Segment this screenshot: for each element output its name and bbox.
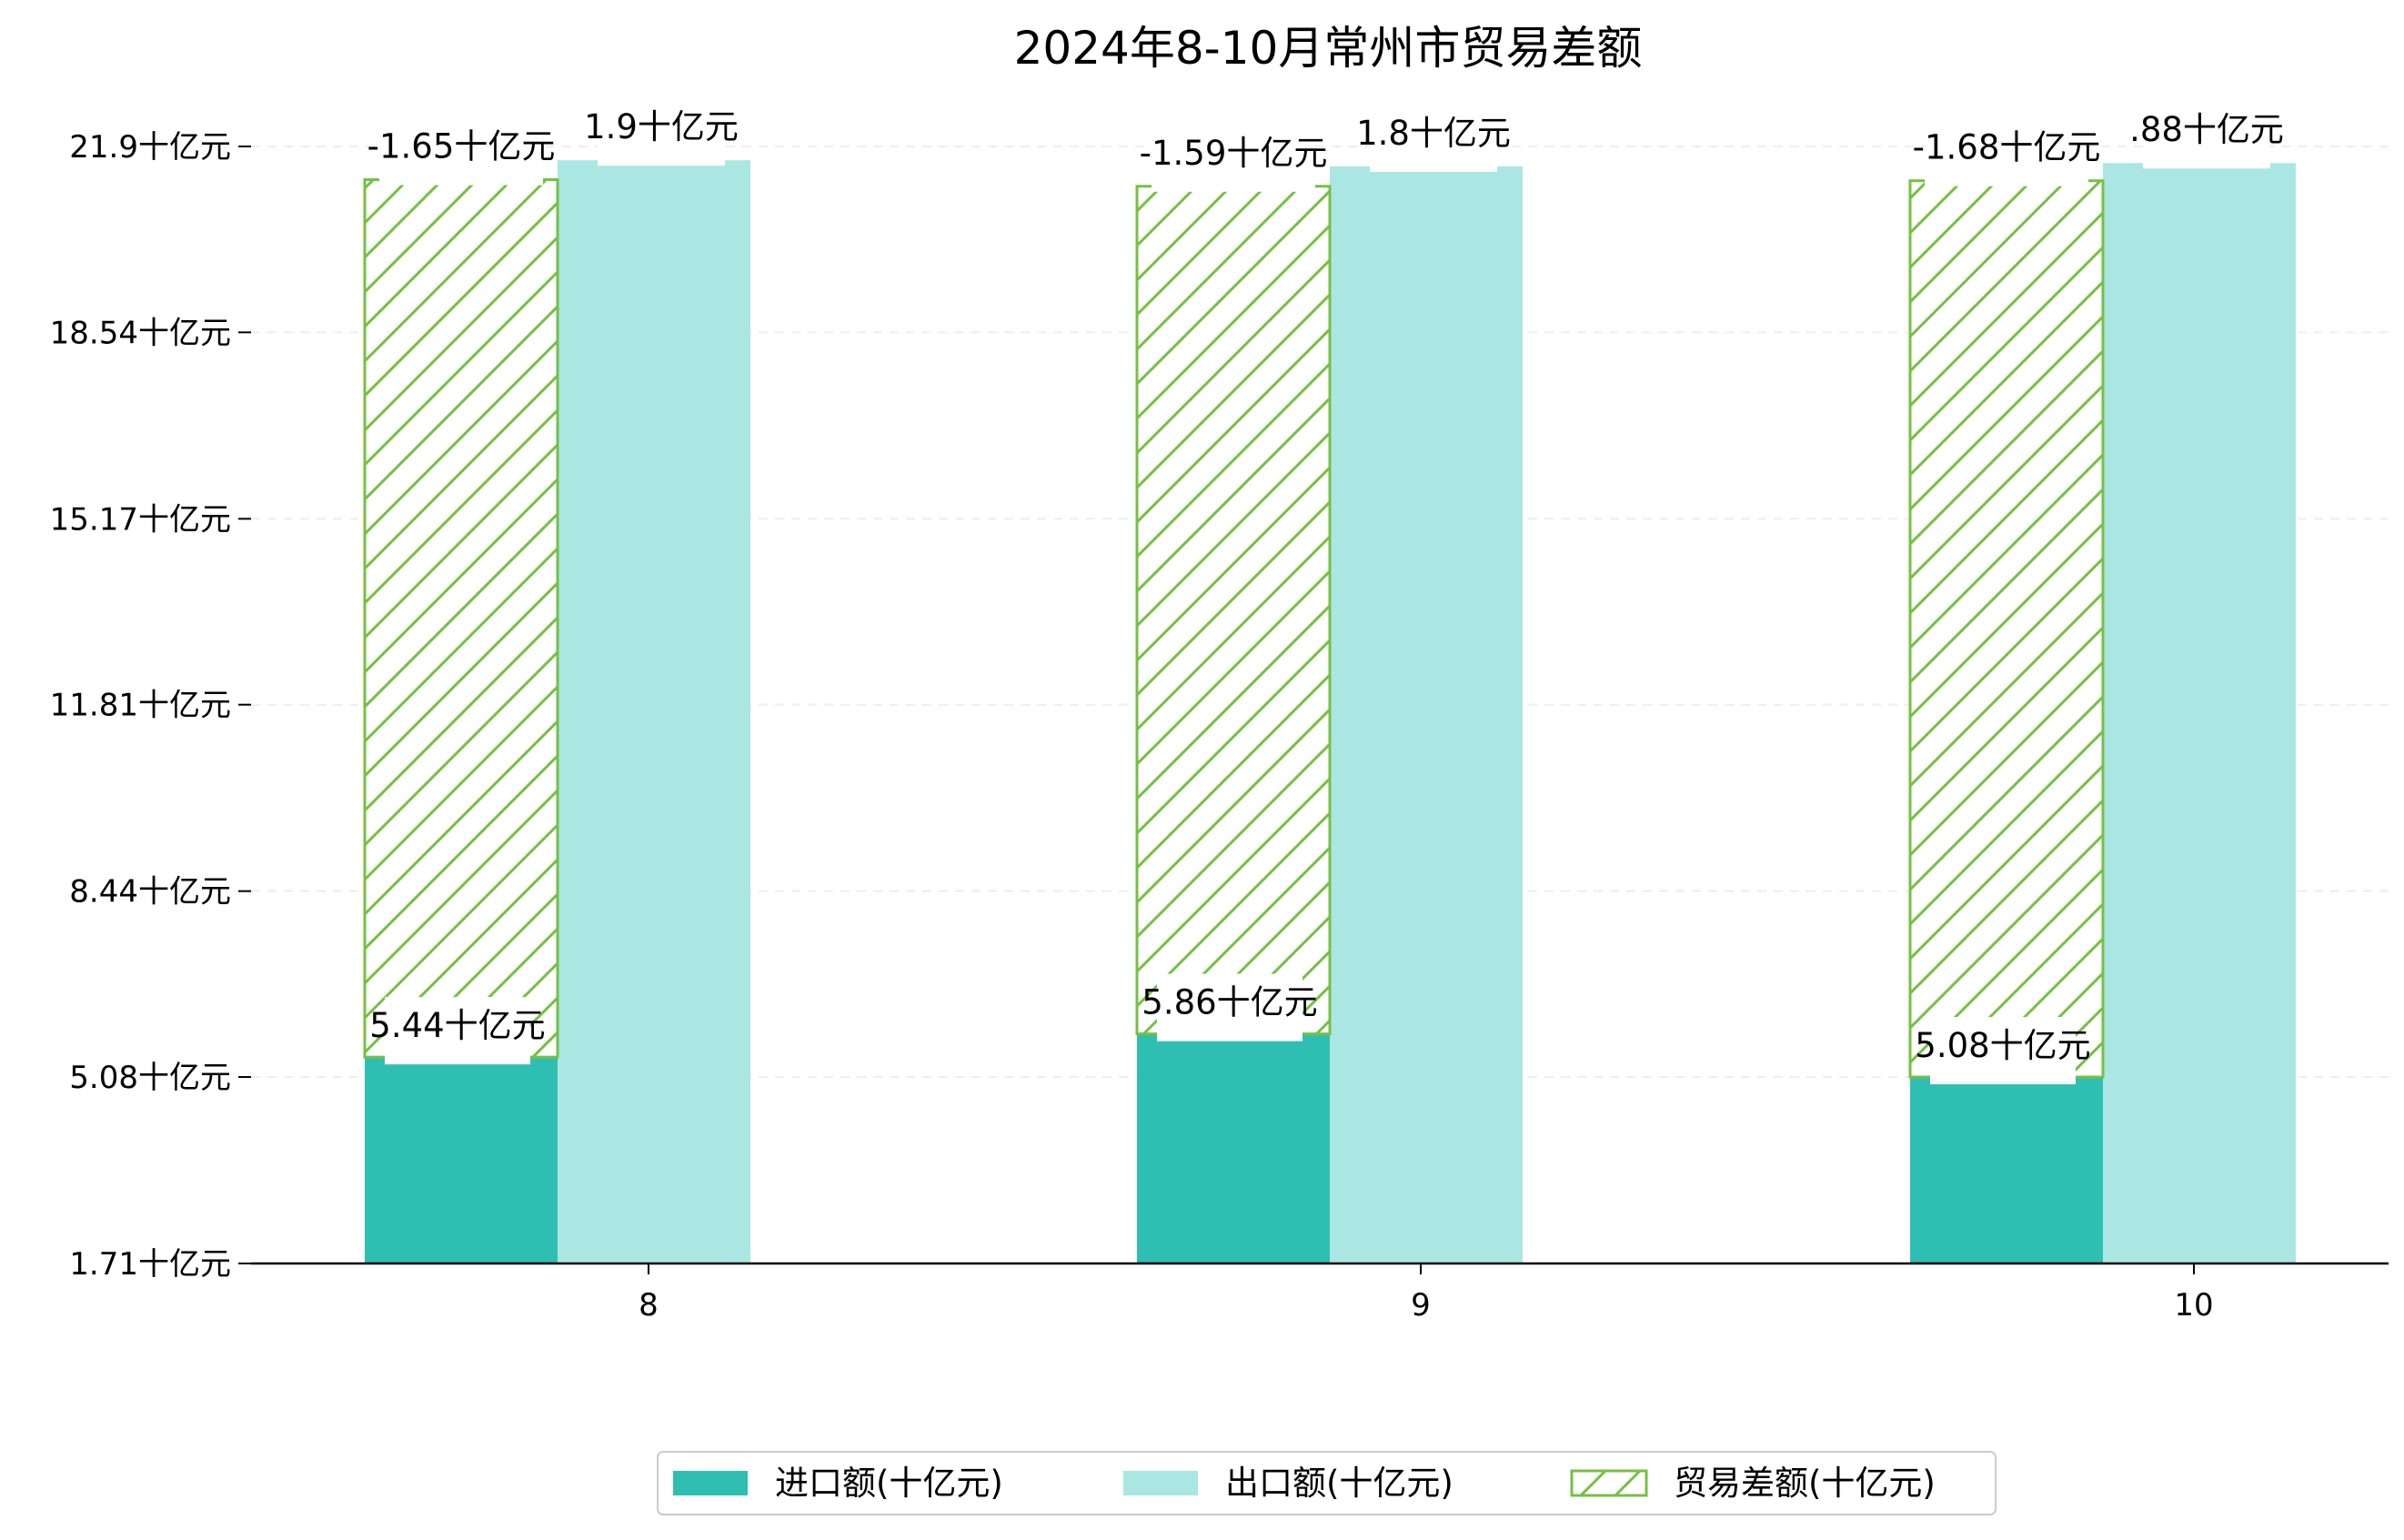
legend-frame [657, 1451, 1997, 1515]
import-value-label-box [1930, 1017, 2076, 1085]
x-tick-label: 10 [2174, 1287, 2213, 1324]
legend-swatch [673, 1471, 748, 1495]
export-value-label-box [1370, 104, 1497, 172]
y-tick-label: 15.17十亿元 [50, 501, 231, 538]
import-value-label: 5.44十亿元 [369, 1006, 545, 1045]
export-value-label: .88十亿元 [2129, 110, 2284, 149]
x-tick-label: 8 [639, 1287, 659, 1324]
y-tick-label: 5.08十亿元 [69, 1060, 231, 1096]
import-bar [1910, 1077, 2103, 1263]
balance-value-label-box [1925, 118, 2088, 186]
export-value-label: 1.8十亿元 [1356, 114, 1511, 153]
trade-balance-bar [1908, 179, 2105, 1079]
trade-balance-bar [363, 177, 559, 1059]
chart-title: 2024年8-10月常州市贸易差额 [1014, 22, 1643, 75]
x-tick-label: 9 [1411, 1287, 1431, 1324]
import-value-label-box [385, 997, 530, 1065]
balance-value-label: -1.59十亿元 [1140, 134, 1328, 173]
y-tick-label: 18.54十亿元 [50, 315, 231, 351]
balance-value-label-box [379, 117, 543, 186]
y-tick-label: 11.81十亿元 [50, 688, 231, 724]
export-value-label-box [598, 98, 725, 166]
y-tick-label: 21.9十亿元 [69, 129, 231, 166]
import-value-label: 5.08十亿元 [1915, 1026, 2090, 1065]
export-bar [2103, 163, 2296, 1263]
export-bar [1330, 166, 1523, 1263]
legend-label: 出口额(十亿元) [1225, 1464, 1453, 1503]
balance-value-label-box [1152, 124, 1315, 192]
import-bar [1137, 1033, 1330, 1263]
import-bar [365, 1057, 558, 1263]
legend: 进口额(十亿元) 出口额(十亿元) 贸易差额(十亿元) [657, 1451, 1997, 1515]
import-value-label: 5.86十亿元 [1142, 983, 1317, 1022]
export-bar [558, 160, 750, 1263]
y-tick-label: 8.44十亿元 [69, 874, 231, 911]
y-tick-label: 1.71十亿元 [69, 1246, 231, 1283]
legend-swatch-hatched [1570, 1469, 1648, 1497]
export-value-label: 1.9十亿元 [584, 107, 739, 146]
export-value-label-box [2143, 101, 2270, 169]
balance-value-label: -1.68十亿元 [1913, 128, 2101, 167]
trade-balance-bar [1135, 185, 1332, 1036]
legend-swatch [1123, 1471, 1198, 1495]
balance-value-label: -1.65十亿元 [367, 126, 556, 166]
legend-label: 进口额(十亿元) [775, 1464, 1003, 1503]
legend-label: 贸易差额(十亿元) [1674, 1464, 1936, 1503]
import-value-label-box [1157, 973, 1303, 1042]
